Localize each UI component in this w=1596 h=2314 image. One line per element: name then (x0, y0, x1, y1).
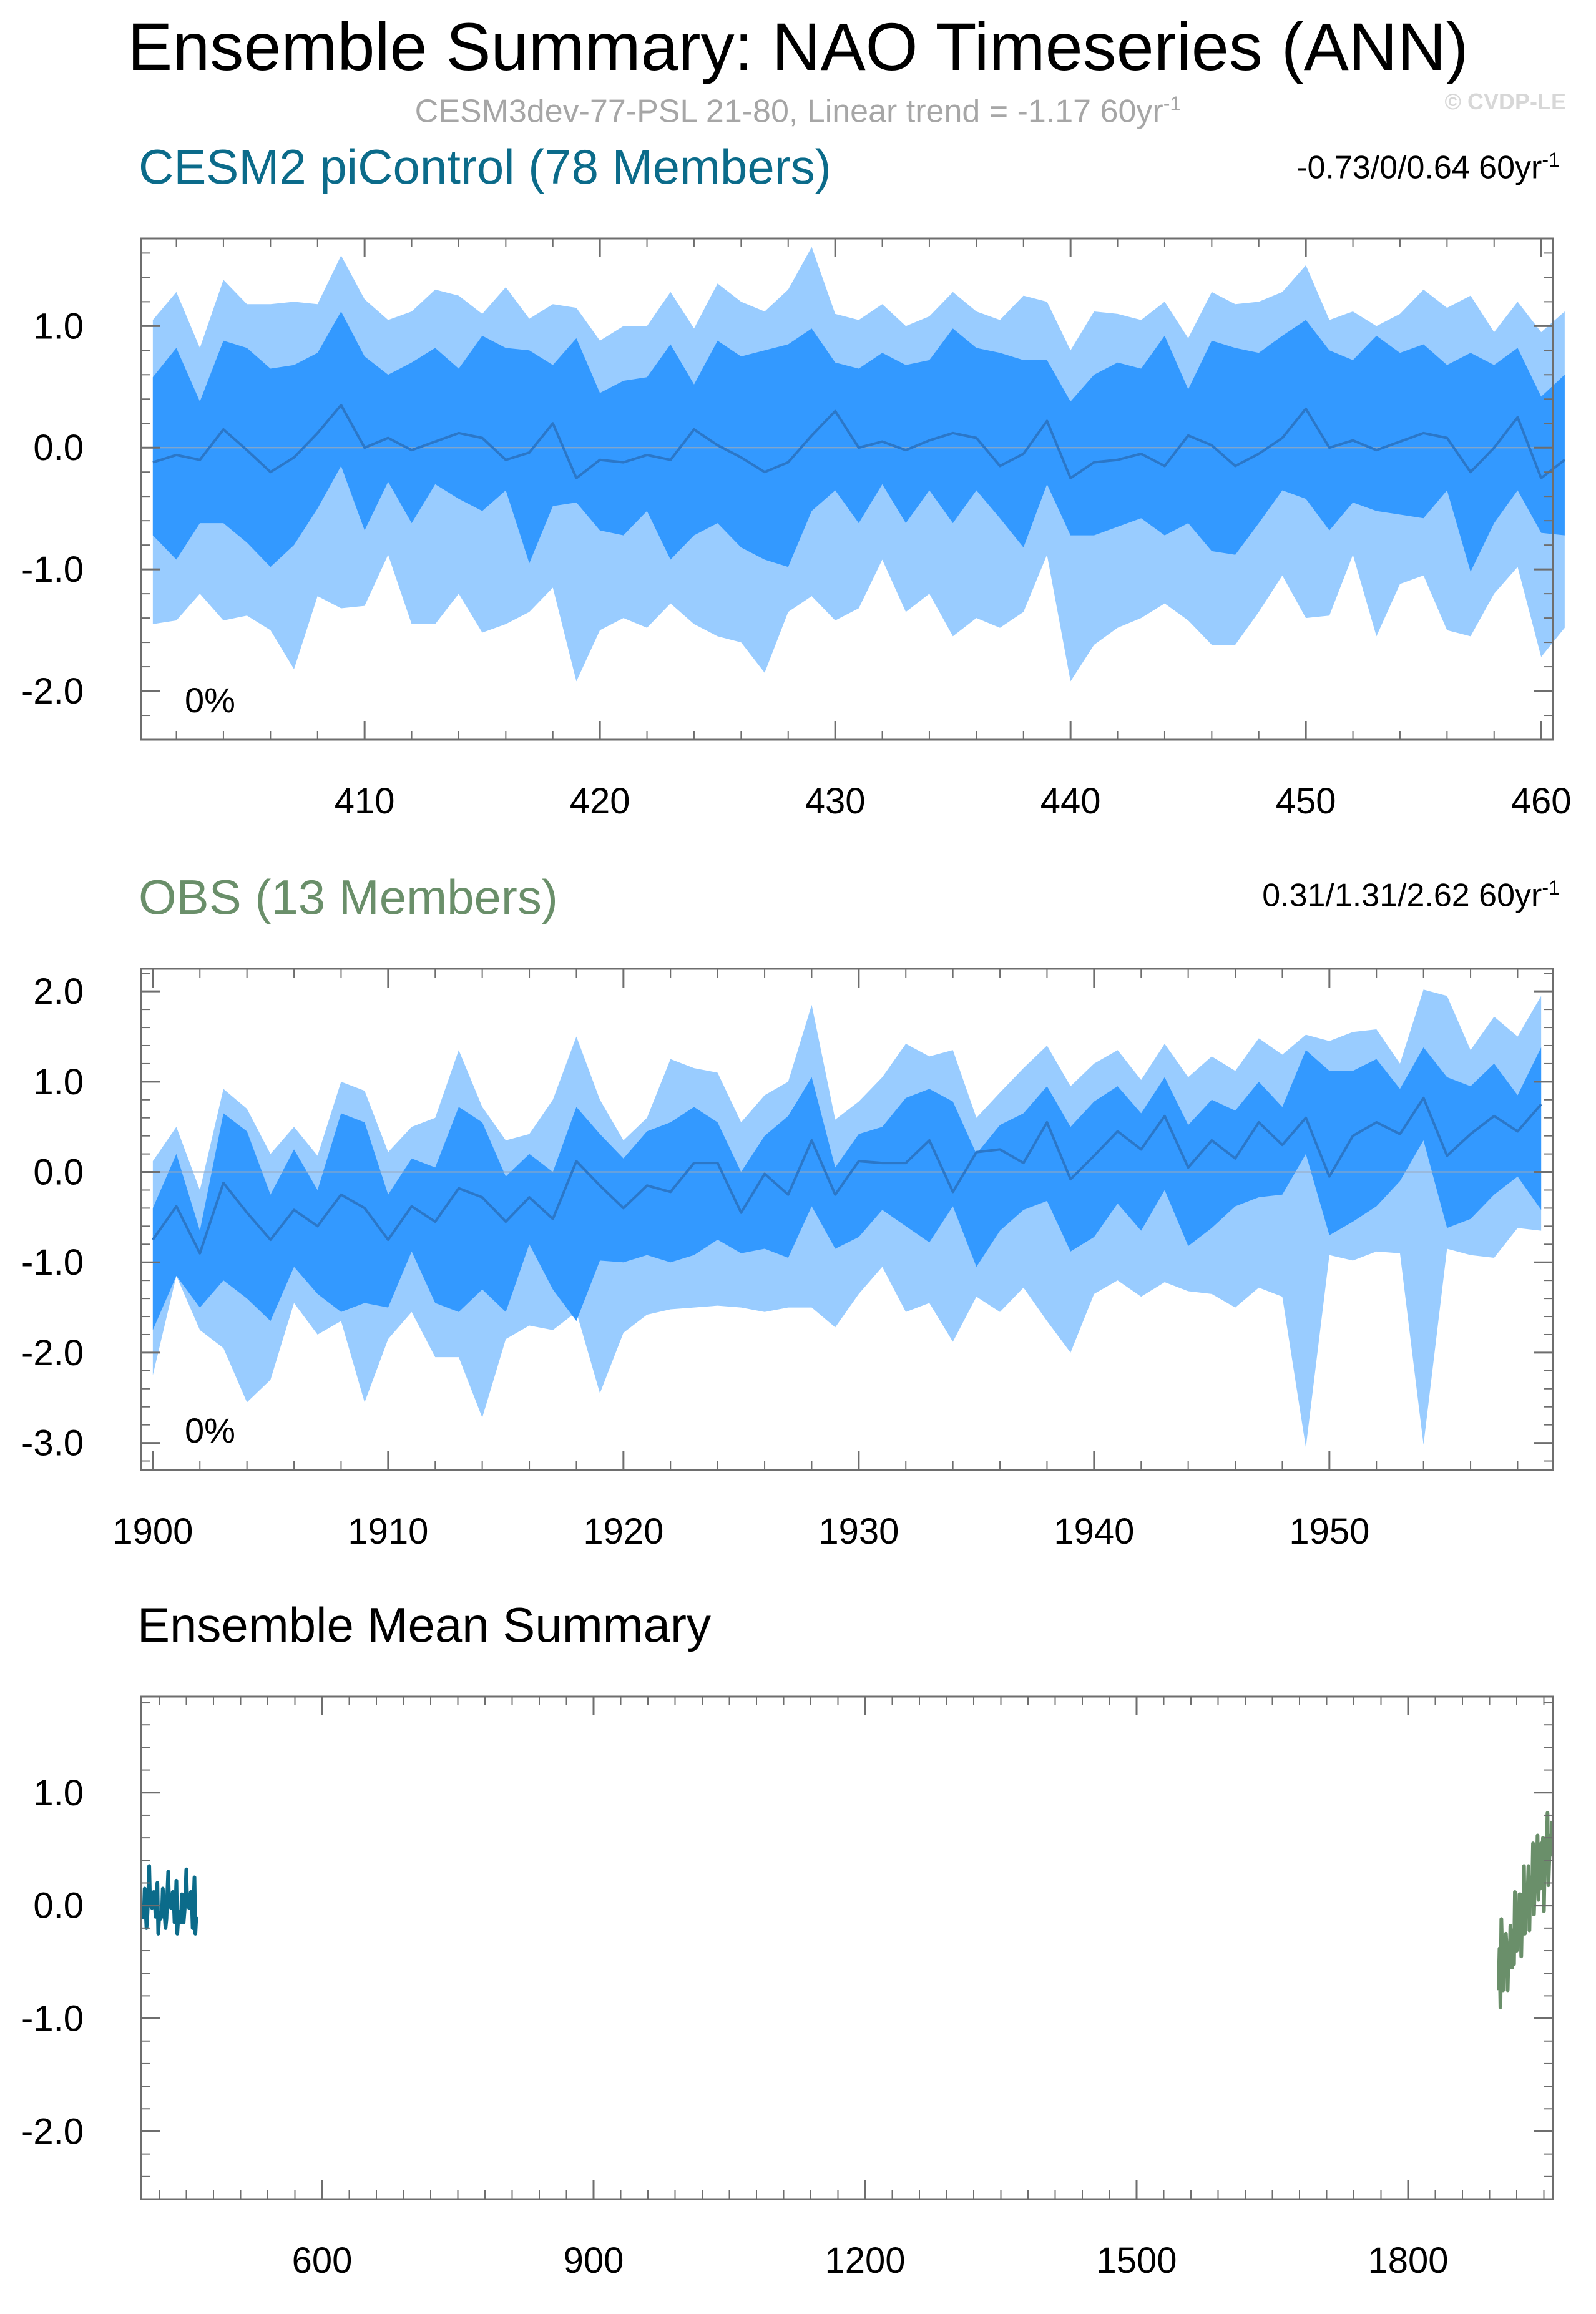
cesm2-y-tick-label: 1.0 (33, 306, 84, 346)
ensemble-mean-panel: 1.0 0.0 -1.0 -2.0 600 900 1200 1500 1800 (21, 1695, 1554, 2281)
cesm2-ensemble-mean-line (152, 404, 1566, 479)
copyright-label: © CVDP-LE (1444, 89, 1566, 114)
cesm2-plot-frame (140, 237, 1554, 741)
cesm2-y-tick-label: -1.0 (21, 549, 84, 590)
cesm2-panel-title: CESM2 piControl (78 Members) (139, 139, 831, 194)
obs-x-tick-label: 1940 (1054, 1511, 1134, 1552)
obs-y-tick-label: 2.0 (33, 971, 84, 1012)
summary-y-tick-label: 0.0 (33, 1886, 84, 1926)
obs-y-tick-label: -2.0 (21, 1333, 84, 1373)
obs-panel-title: OBS (13 Members) (139, 870, 558, 924)
obs-summary-mean-line (1497, 1811, 1554, 2009)
cesm2-x-tick-label: 460 (1511, 781, 1572, 821)
obs-ensemble-mean-line (152, 1096, 1542, 1255)
obs-y-tick-label: 0.0 (33, 1152, 84, 1193)
obs-inner-range-band (152, 1047, 1542, 1330)
obs-x-tick-label: 1910 (348, 1511, 428, 1552)
cesm2-y-tick-label: 0.0 (33, 428, 84, 468)
cesm2-trend-superscript: -1 (1542, 149, 1560, 171)
summary-plot-frame (140, 1695, 1554, 2200)
summary-y-tick-label: -2.0 (21, 2111, 84, 2152)
summary-y-tick-label: 1.0 (33, 1773, 84, 1813)
cesm2-x-tick-label: 410 (335, 781, 395, 821)
obs-trend-text: 0.31/1.31/2.62 60yr (1262, 877, 1542, 914)
obs-panel: 2.0 1.0 0.0 -1.0 -2.0 -3.0 1900 1910 1920 1930 194… (21, 968, 1554, 1552)
cesm2-x-tick-label: 420 (570, 781, 630, 821)
summary-y-tick-label: -1.0 (21, 1999, 84, 2039)
obs-y-tick-label: -1.0 (21, 1242, 84, 1283)
obs-y-tick-label: -3.0 (21, 1423, 84, 1464)
summary-x-tick-label: 1800 (1368, 2240, 1448, 2281)
summary-x-tick-label: 1500 (1096, 2240, 1177, 2281)
obs-percent-label: 0% (185, 1411, 235, 1450)
cesm2-panel: 1.0 0.0 -1.0 -2.0 410 420 430 440 450 460 0% (21, 237, 1572, 821)
subtitle: CESM3dev-77-PSL 21-80, Linear trend = -1… (0, 92, 1596, 130)
obs-trend-superscript: -1 (1542, 876, 1560, 899)
obs-x-tick-label: 1930 (818, 1511, 899, 1552)
cesm2-trend-stats: -0.73/0/0.64 60yr-1 (1296, 149, 1560, 186)
obs-trend-stats: 0.31/1.31/2.62 60yr-1 (1262, 876, 1560, 914)
cesm2-x-tick-label: 440 (1040, 781, 1101, 821)
cesm2-trend-text: -0.73/0/0.64 60yr (1296, 149, 1542, 186)
cesm2-inner-range-band (152, 311, 1565, 572)
summary-x-tick-label: 900 (564, 2240, 624, 2281)
summary-x-tick-label: 600 (292, 2240, 353, 2281)
cesm2-x-tick-label: 430 (805, 781, 866, 821)
subtitle-text: CESM3dev-77-PSL 21-80, Linear trend = -1… (414, 93, 1163, 130)
cesm2-summary-mean-line (140, 1864, 198, 1936)
ensemble-mean-title: Ensemble Mean Summary (137, 1597, 712, 1652)
cesm2-x-tick-label: 450 (1276, 781, 1336, 821)
obs-x-tick-label: 1950 (1289, 1511, 1369, 1552)
obs-x-tick-label: 1900 (112, 1511, 193, 1552)
obs-x-tick-label: 1920 (583, 1511, 663, 1552)
subtitle-superscript: -1 (1163, 92, 1182, 115)
cesm2-y-tick-label: -2.0 (21, 671, 84, 712)
obs-y-tick-label: 1.0 (33, 1062, 84, 1102)
page-title: Ensemble Summary: NAO Timeseries (ANN) (127, 9, 1469, 84)
cesm2-percent-label: 0% (185, 680, 235, 720)
obs-plot-frame (140, 968, 1554, 1471)
summary-x-tick-label: 1200 (825, 2240, 905, 2281)
